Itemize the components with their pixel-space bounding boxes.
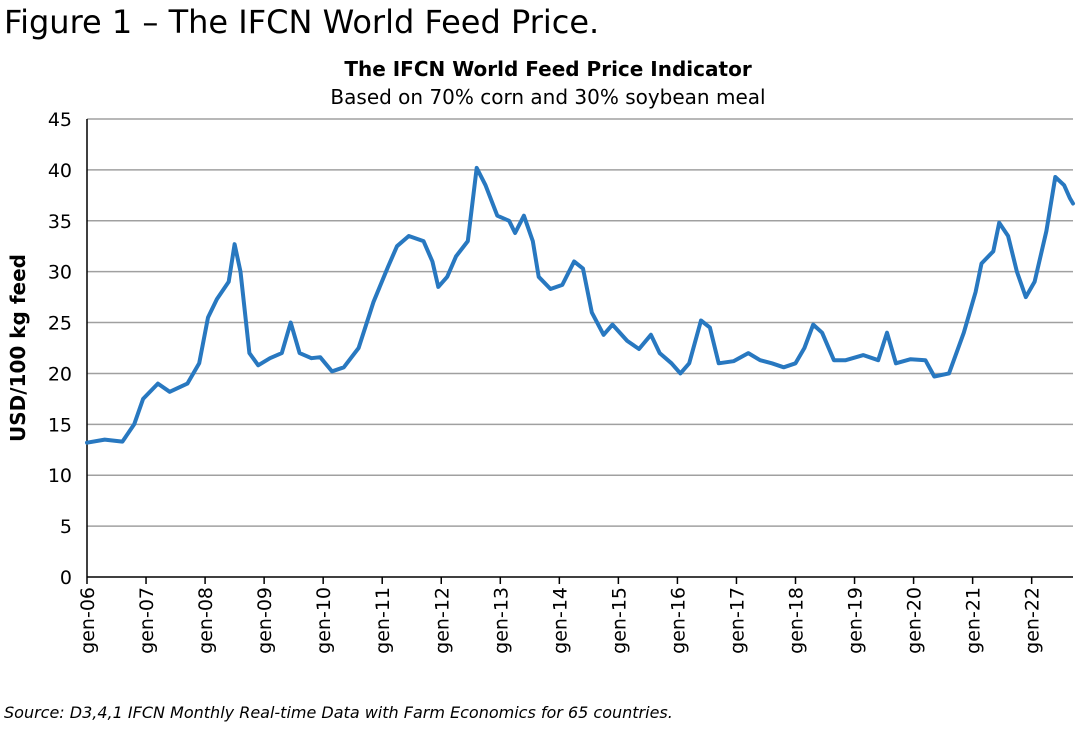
y-tick-label: 30 xyxy=(48,262,72,284)
y-tick-label: 15 xyxy=(48,414,72,436)
x-tick-label: gen-07 xyxy=(136,587,158,654)
x-tick-label: gen-11 xyxy=(372,587,394,654)
x-tick-label: gen-09 xyxy=(254,587,276,654)
y-tick-label: 25 xyxy=(48,313,72,335)
y-tick-label: 5 xyxy=(60,516,72,538)
x-tick-label: gen-16 xyxy=(667,587,689,654)
page-title: Figure 1 – The IFCN World Feed Price. xyxy=(4,3,599,41)
chart-title: The IFCN World Feed Price Indicator xyxy=(344,57,752,81)
y-tick-label: 10 xyxy=(48,465,72,487)
x-tick-label: gen-10 xyxy=(313,587,335,654)
x-tick-label: gen-22 xyxy=(1022,587,1044,654)
y-tick-label: 20 xyxy=(48,363,72,385)
x-tick-label: gen-19 xyxy=(845,587,867,654)
x-tick-label: gen-06 xyxy=(77,587,99,654)
x-tick-label: gen-21 xyxy=(963,587,985,654)
x-tick-label: gen-18 xyxy=(786,587,808,654)
y-tick-label: 0 xyxy=(60,567,72,589)
chart-subtitle: Based on 70% corn and 30% soybean meal xyxy=(330,85,765,109)
y-tick-label: 45 xyxy=(48,109,72,131)
data-line xyxy=(85,165,1075,445)
x-tick-label: gen-17 xyxy=(726,587,748,654)
x-tick-label: gen-20 xyxy=(904,587,926,654)
y-tick-label: 40 xyxy=(48,160,72,182)
y-axis-label: USD/100 kg feed xyxy=(6,254,30,442)
y-tick-label: 35 xyxy=(48,211,72,233)
x-tick-label: gen-15 xyxy=(608,587,630,654)
x-tick-label: gen-12 xyxy=(431,587,453,654)
x-tick-label: gen-13 xyxy=(490,587,512,654)
x-tick-label: gen-14 xyxy=(549,587,571,654)
x-tick-label: gen-08 xyxy=(195,587,217,654)
source-note: Source: D3,4,1 IFCN Monthly Real-time Da… xyxy=(4,703,673,722)
